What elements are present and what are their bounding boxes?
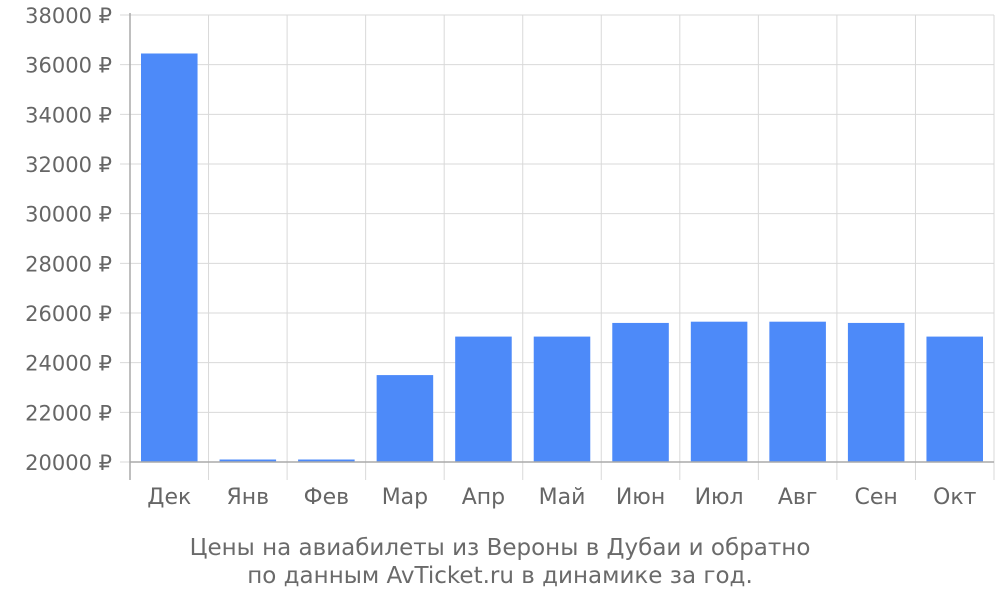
y-tick-label: 20000 ₽ bbox=[25, 451, 112, 475]
bar bbox=[612, 322, 669, 462]
bar bbox=[847, 322, 905, 462]
bar bbox=[455, 336, 512, 462]
axis-layer bbox=[129, 13, 994, 480]
x-tick-label: Дек bbox=[147, 485, 191, 510]
x-tick-label: Окт bbox=[933, 485, 977, 510]
x-tick-label: Июл bbox=[695, 485, 744, 510]
x-tick-label: Фев bbox=[304, 485, 349, 510]
chart-caption-line-2: по данным AvTicket.ru в динамике за год. bbox=[247, 563, 753, 589]
y-tick-label: 32000 ₽ bbox=[25, 153, 112, 177]
x-tick-label: Янв bbox=[226, 485, 269, 510]
x-tick-label: Сен bbox=[855, 485, 898, 510]
chart-caption-line-1: Цены на авиабилеты из Вероны в Дубаи и о… bbox=[189, 535, 811, 561]
bar bbox=[769, 321, 826, 462]
bar bbox=[690, 321, 748, 462]
label-layer: 20000 ₽ 22000 ₽ 24000 ₽ 26000 ₽ 28000 ₽ 30000… bbox=[25, 4, 976, 510]
bar-layer bbox=[141, 53, 983, 462]
bar bbox=[376, 375, 434, 462]
bar bbox=[219, 459, 277, 462]
x-tick-label: Апр bbox=[462, 485, 505, 510]
y-tick-label: 36000 ₽ bbox=[25, 54, 112, 78]
y-tick-label: 38000 ₽ bbox=[25, 4, 112, 28]
y-tick-label: 28000 ₽ bbox=[25, 252, 112, 276]
bar bbox=[926, 336, 983, 462]
y-tick-label: 22000 ₽ bbox=[25, 401, 112, 425]
x-tick-label: Мар bbox=[382, 485, 428, 510]
x-tick-label: Июн bbox=[616, 485, 665, 510]
y-tick-label: 26000 ₽ bbox=[25, 302, 112, 326]
x-tick-label: Май bbox=[539, 485, 586, 510]
y-tick-label: 24000 ₽ bbox=[25, 352, 112, 376]
bar bbox=[141, 53, 198, 462]
y-tick-label: 34000 ₽ bbox=[25, 103, 112, 127]
x-tick-label: Авг bbox=[778, 485, 818, 510]
bar bbox=[298, 459, 355, 462]
y-tick-label: 30000 ₽ bbox=[25, 203, 112, 227]
bar bbox=[533, 336, 591, 462]
